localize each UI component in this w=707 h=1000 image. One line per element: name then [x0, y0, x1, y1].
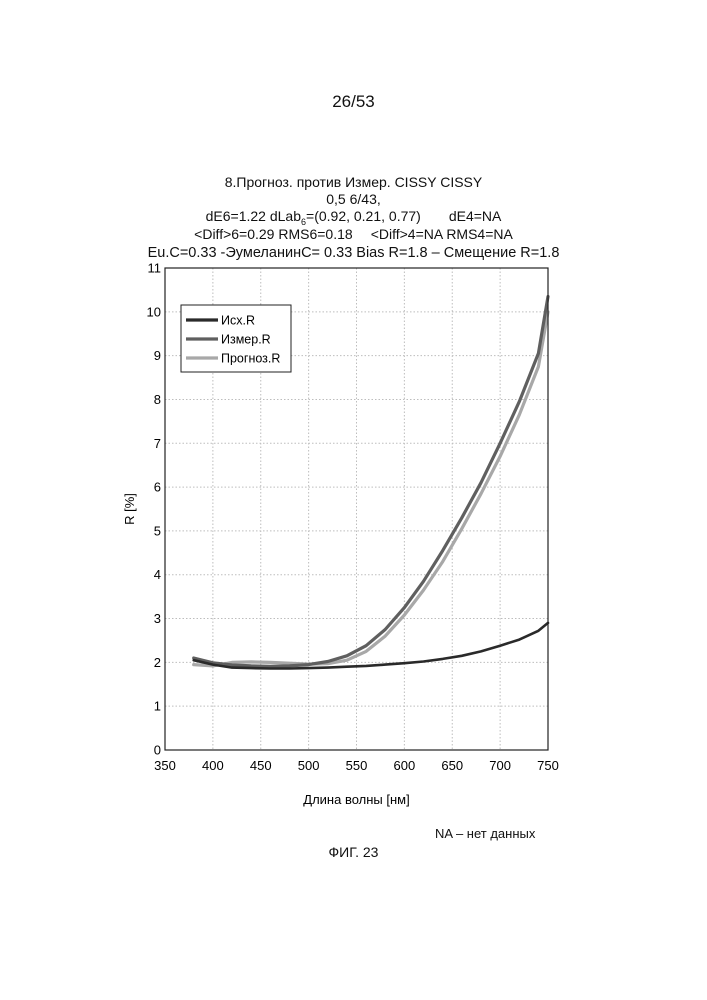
- legend-entry: Измер.R: [221, 333, 271, 347]
- x-tick-label: 500: [298, 758, 320, 773]
- legend: Исх.R Измер.R Прогноз.R: [181, 305, 291, 372]
- x-axis-label: Длина волны [нм]: [303, 792, 409, 807]
- x-tick-label: 350: [154, 758, 176, 773]
- y-tick-label: 10: [147, 304, 161, 319]
- legend-entry: Исх.R: [221, 314, 255, 328]
- x-tick-label: 700: [489, 758, 511, 773]
- y-tick-label: 11: [148, 261, 162, 276]
- y-tick-label: 0: [154, 743, 161, 758]
- x-tick-label: 600: [394, 758, 416, 773]
- y-tick-label: 8: [154, 392, 161, 407]
- y-tick-label: 4: [154, 567, 161, 582]
- x-tick-label: 450: [250, 758, 272, 773]
- footnote: NA – нет данных: [435, 826, 535, 841]
- y-tick-label: 1: [154, 699, 161, 714]
- x-tick-label: 650: [441, 758, 463, 773]
- x-tick-label: 750: [537, 758, 559, 773]
- legend-entry: Прогноз.R: [221, 352, 280, 366]
- y-tick-label: 3: [154, 611, 161, 626]
- y-tick-label: 5: [154, 523, 161, 538]
- x-tick-label: 400: [202, 758, 224, 773]
- y-tick-label: 6: [154, 480, 161, 495]
- figure-label: ФИГ. 23: [0, 844, 707, 860]
- x-tick-label: 550: [346, 758, 368, 773]
- y-axis-label: R [%]: [122, 493, 137, 525]
- y-tick-label: 7: [154, 436, 161, 451]
- y-tick-label: 9: [154, 348, 161, 363]
- y-tick-label: 2: [154, 655, 161, 670]
